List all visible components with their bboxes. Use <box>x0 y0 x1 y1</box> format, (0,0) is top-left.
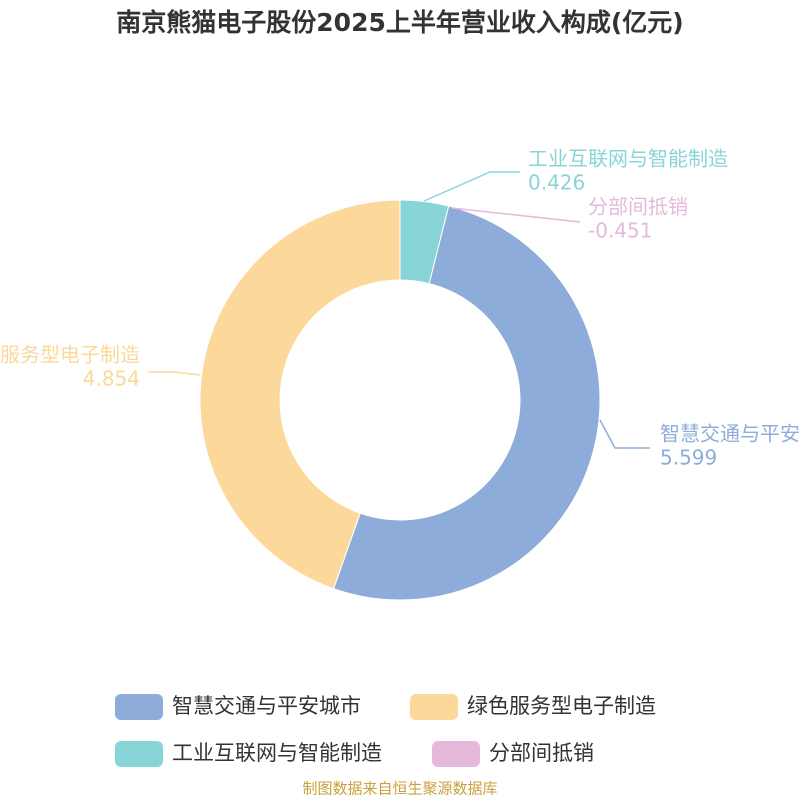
legend-label: 智慧交通与平安城市 <box>172 694 361 718</box>
donut-slice <box>199 199 401 590</box>
slice-label-name: 绿色服务型电子制造 <box>0 343 140 367</box>
legend-label: 工业互联网与智能制造 <box>172 741 382 765</box>
legend-label: 绿色服务型电子制造 <box>467 694 656 718</box>
slice-label-value: 0.426 <box>528 171 585 195</box>
legend-swatch <box>115 741 163 767</box>
slice-label-value: 4.854 <box>83 367 140 391</box>
legend-swatch <box>432 741 480 767</box>
leader-line <box>451 207 581 223</box>
legend-label: 分部间抵销 <box>489 741 594 765</box>
slice-label-name: 工业互联网与智能制造 <box>528 147 728 171</box>
leader-line <box>423 171 520 202</box>
chart-title: 南京熊猫电子股份2025上半年营业收入构成(亿元) <box>116 8 683 37</box>
legend-swatch <box>410 694 458 720</box>
slice-label-name: 智慧交通与平安城市 <box>660 422 800 446</box>
slice-label-value: 5.599 <box>660 446 717 470</box>
donut-slice <box>333 205 601 601</box>
slice-label-value: -0.451 <box>588 219 652 243</box>
legend-swatch <box>115 694 163 720</box>
leader-line <box>148 371 201 376</box>
slice-label-name: 分部间抵销 <box>588 195 688 219</box>
source-note: 制图数据来自恒生聚源数据库 <box>302 780 497 798</box>
leader-line <box>599 419 650 449</box>
